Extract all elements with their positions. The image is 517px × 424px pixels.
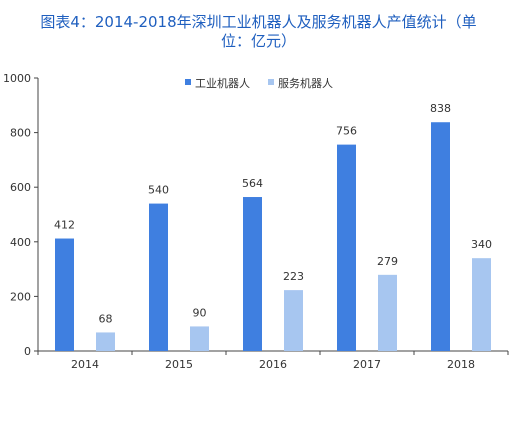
- chart-title-line-2: 位：亿元）: [220, 32, 296, 50]
- data-label-service-robot: 68: [99, 312, 113, 325]
- legend-label-industrial-robot: 工业机器人: [195, 76, 250, 90]
- y-tick-label: 400: [10, 236, 31, 249]
- x-tick-label: 2018: [447, 358, 475, 371]
- bar-service-robot: [378, 274, 397, 351]
- bar-service-robot: [472, 258, 491, 351]
- y-tick-label: 0: [24, 345, 31, 358]
- bar-industrial-robot: [149, 203, 168, 351]
- data-label-industrial-robot: 756: [336, 125, 357, 138]
- data-label-service-robot: 340: [471, 238, 492, 251]
- x-tick-label: 2014: [71, 358, 99, 371]
- bar-industrial-robot: [431, 122, 450, 351]
- x-tick-label: 2017: [353, 358, 381, 371]
- data-label-industrial-robot: 838: [430, 102, 451, 115]
- data-label-industrial-robot: 412: [54, 219, 75, 232]
- bar-industrial-robot: [337, 144, 356, 351]
- bar-service-robot: [284, 290, 303, 351]
- data-label-service-robot: 223: [283, 270, 304, 283]
- data-label-service-robot: 90: [193, 306, 207, 319]
- chart-title-line-1: 图表4：2014-2018年深圳工业机器人及服务机器人产值统计（单: [40, 13, 477, 31]
- data-label-industrial-robot: 540: [148, 184, 169, 197]
- bar-industrial-robot: [243, 197, 262, 351]
- x-tick-label: 2016: [259, 358, 287, 371]
- bar-service-robot: [190, 326, 209, 351]
- x-tick-label: 2015: [165, 358, 193, 371]
- data-label-service-robot: 279: [377, 255, 398, 268]
- y-tick-label: 600: [10, 181, 31, 194]
- legend-swatch-industrial-robot: [185, 79, 191, 85]
- y-tick-label: 800: [10, 127, 31, 140]
- bar-industrial-robot: [55, 238, 74, 351]
- legend-swatch-service-robot: [268, 79, 274, 85]
- bar-service-robot: [96, 332, 115, 351]
- y-tick-label: 1000: [3, 72, 31, 85]
- y-tick-label: 200: [10, 290, 31, 303]
- legend-label-service-robot: 服务机器人: [278, 76, 333, 90]
- data-label-industrial-robot: 564: [242, 177, 263, 190]
